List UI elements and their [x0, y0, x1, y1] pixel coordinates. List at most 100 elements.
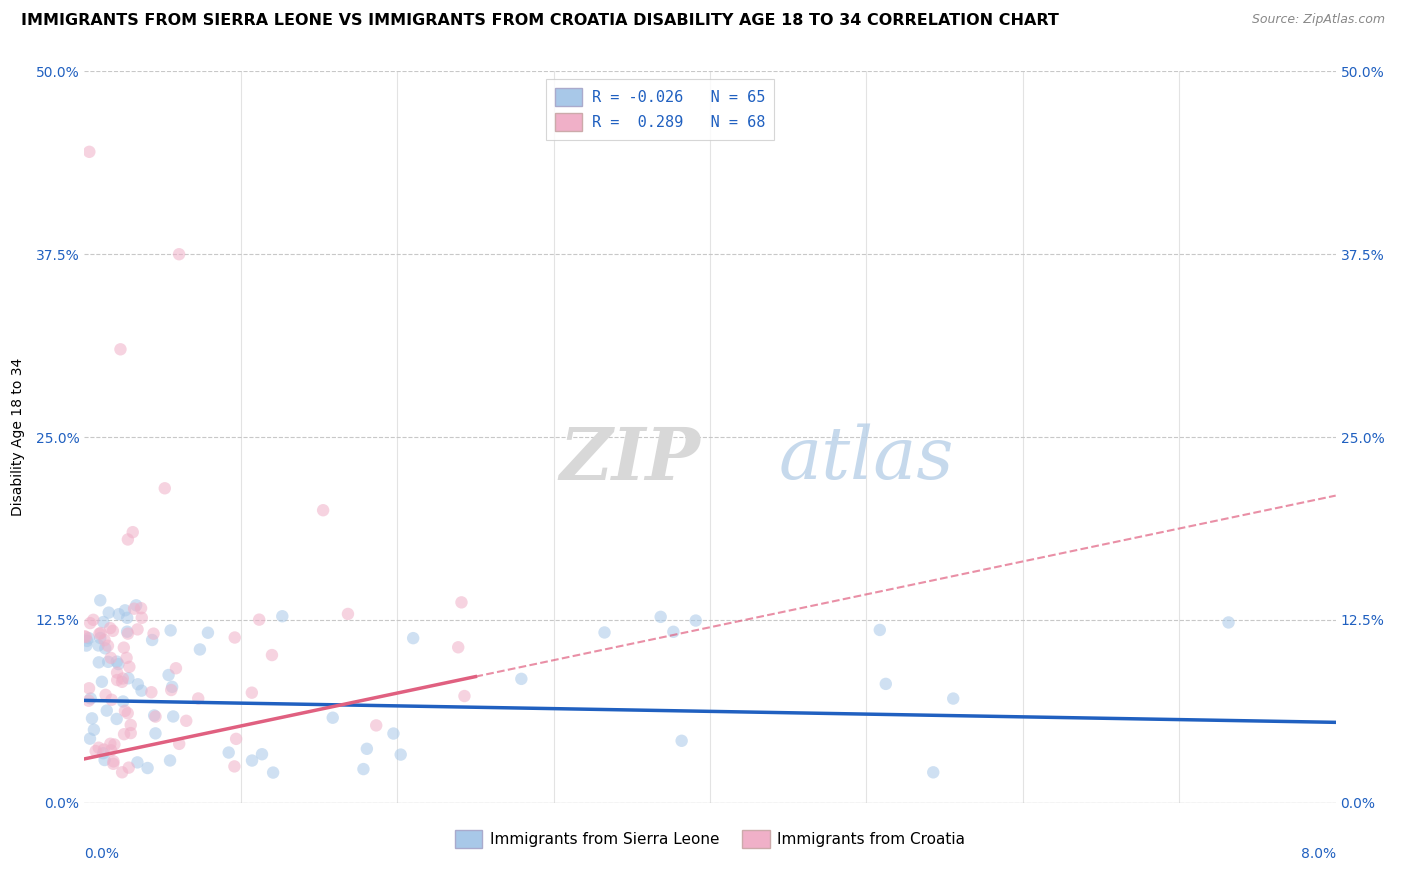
Point [90, 626, 112, 640]
Point [125, 599, 148, 613]
Point [224, 631, 246, 645]
Point [352, 762, 374, 776]
Point [115, 611, 138, 625]
Point [127, 677, 149, 691]
Point [218, 746, 240, 760]
Y-axis label: Disability Age 18 to 34: Disability Age 18 to 34 [10, 358, 24, 516]
Point [157, 668, 180, 682]
Point [247, 613, 270, 627]
Point [87, 639, 110, 653]
Point [94, 688, 117, 702]
Point [453, 689, 475, 703]
Point [89, 593, 111, 607]
Point [98, 737, 121, 751]
Point [336, 607, 359, 621]
Point [117, 706, 139, 721]
Point [450, 595, 472, 609]
Point [120, 718, 142, 732]
Point [136, 761, 159, 775]
Point [121, 525, 143, 540]
Point [127, 756, 149, 770]
Point [224, 759, 246, 773]
Point [671, 733, 693, 747]
Point [97, 655, 120, 669]
Point [77, 694, 100, 708]
Point [875, 677, 897, 691]
Point [322, 711, 344, 725]
Point [120, 726, 142, 740]
Point [93, 753, 115, 767]
Point [87, 740, 110, 755]
Point [167, 247, 190, 261]
Point [145, 709, 167, 723]
Point [174, 714, 197, 728]
Point [82, 613, 104, 627]
Point [79, 145, 101, 159]
Point [118, 761, 141, 775]
Point [77, 631, 100, 645]
Point [650, 610, 672, 624]
Point [240, 754, 263, 768]
Point [103, 755, 125, 769]
Point [131, 611, 153, 625]
Point [159, 624, 181, 638]
Point [105, 712, 128, 726]
Point [80, 711, 103, 725]
Point [942, 691, 965, 706]
Point [73, 629, 96, 643]
Point [90, 674, 112, 689]
Point [118, 660, 141, 674]
Text: 0.0%: 0.0% [84, 847, 120, 861]
Point [89, 631, 111, 645]
Point [922, 765, 945, 780]
Point [75, 630, 97, 644]
Point [142, 626, 165, 640]
Point [100, 650, 122, 665]
Point [105, 673, 128, 687]
Point [79, 616, 101, 631]
Point [105, 665, 128, 680]
Point [593, 625, 616, 640]
Point [89, 626, 111, 640]
Point [240, 686, 263, 700]
Point [153, 481, 176, 495]
Point [260, 648, 283, 662]
Point [77, 681, 100, 696]
Point [197, 625, 219, 640]
Point [93, 633, 115, 648]
Point [366, 718, 388, 732]
Point [112, 727, 135, 741]
Point [165, 661, 187, 675]
Point [117, 671, 139, 685]
Point [93, 615, 115, 629]
Point [103, 756, 125, 771]
Point [97, 639, 120, 653]
Point [159, 754, 181, 768]
Point [356, 741, 378, 756]
Point [94, 641, 117, 656]
Point [114, 603, 136, 617]
Point [105, 655, 128, 669]
Point [1218, 615, 1240, 630]
Point [79, 691, 101, 706]
Point [117, 626, 139, 640]
Point [110, 343, 132, 357]
Point [271, 609, 294, 624]
Point [87, 656, 110, 670]
Point [143, 708, 166, 723]
Point [76, 634, 98, 648]
Point [75, 639, 97, 653]
Point [141, 632, 163, 647]
Text: Source: ZipAtlas.com: Source: ZipAtlas.com [1251, 13, 1385, 27]
Point [115, 651, 138, 665]
Point [100, 692, 122, 706]
Point [100, 743, 122, 757]
Point [662, 624, 685, 639]
Point [145, 726, 167, 740]
Point [103, 738, 125, 752]
Point [188, 642, 211, 657]
Legend: Immigrants from Sierra Leone, Immigrants from Croatia: Immigrants from Sierra Leone, Immigrants… [449, 824, 972, 854]
Point [389, 747, 412, 762]
Point [107, 657, 129, 672]
Point [262, 765, 284, 780]
